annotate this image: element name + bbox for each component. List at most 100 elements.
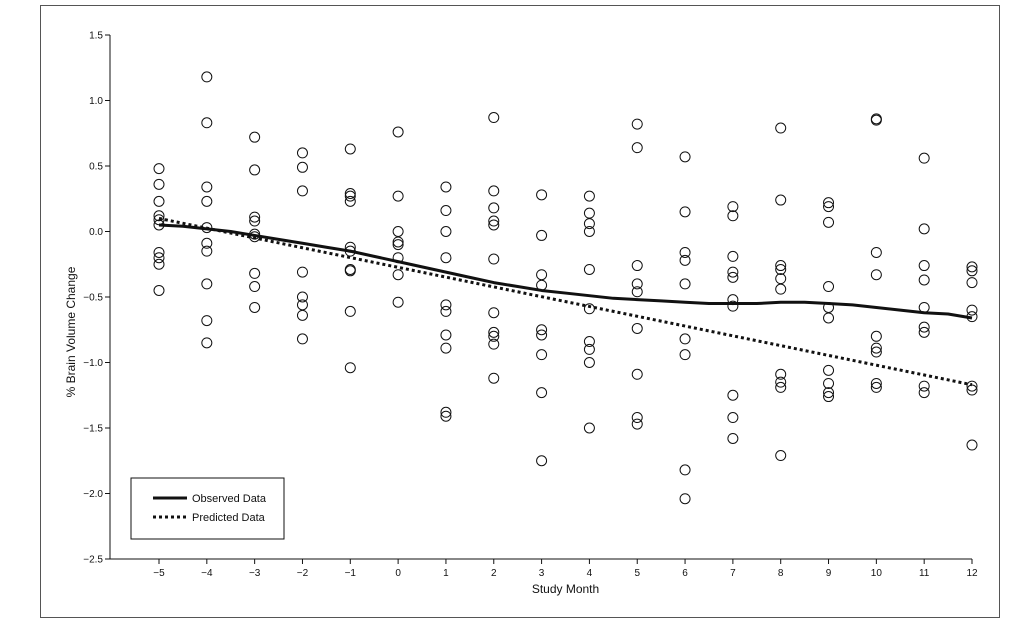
data-point bbox=[344, 188, 356, 200]
x-tick-label: 11 bbox=[919, 568, 930, 579]
data-point bbox=[249, 215, 261, 227]
data-point bbox=[296, 147, 308, 159]
x-tick-label: −3 bbox=[249, 568, 261, 579]
data-point bbox=[583, 263, 595, 275]
y-tick-label: −1.5 bbox=[83, 424, 103, 435]
data-point bbox=[775, 122, 787, 134]
data-point bbox=[918, 260, 930, 272]
data-point bbox=[153, 214, 165, 226]
data-point bbox=[775, 368, 787, 380]
data-point bbox=[583, 422, 595, 434]
data-point bbox=[775, 263, 787, 275]
x-tick-label: 7 bbox=[730, 568, 736, 579]
x-tick-label: 4 bbox=[587, 568, 593, 579]
data-point bbox=[392, 296, 404, 308]
data-point bbox=[775, 450, 787, 462]
data-point bbox=[536, 269, 548, 281]
data-point bbox=[440, 299, 452, 311]
x-tick-label: −1 bbox=[345, 568, 357, 579]
data-point bbox=[153, 195, 165, 207]
data-point bbox=[727, 412, 739, 424]
data-point bbox=[918, 152, 930, 164]
data-point bbox=[583, 218, 595, 230]
data-point bbox=[201, 117, 213, 129]
data-point bbox=[488, 330, 500, 342]
y-tick-label: 0.0 bbox=[89, 227, 103, 238]
data-point bbox=[153, 284, 165, 296]
data-point bbox=[679, 333, 691, 345]
data-point bbox=[679, 493, 691, 505]
x-tick-label: 3 bbox=[539, 568, 545, 579]
data-point bbox=[583, 343, 595, 355]
data-point bbox=[440, 329, 452, 341]
legend: Observed Data Predicted Data bbox=[130, 477, 285, 540]
data-point bbox=[727, 201, 739, 213]
data-point bbox=[201, 71, 213, 83]
data-point bbox=[249, 131, 261, 143]
x-axis-title: Study Month bbox=[532, 582, 599, 596]
data-point bbox=[536, 324, 548, 336]
data-point bbox=[966, 384, 978, 396]
data-point bbox=[488, 307, 500, 319]
data-point bbox=[918, 326, 930, 338]
y-tick-label: 1.5 bbox=[89, 31, 103, 42]
data-point bbox=[153, 163, 165, 175]
y-tick-label: −1.0 bbox=[83, 358, 103, 369]
data-point bbox=[679, 254, 691, 266]
x-tick-label: 5 bbox=[634, 568, 640, 579]
x-tick-label: −4 bbox=[201, 568, 213, 579]
data-point bbox=[775, 273, 787, 285]
y-axis-ticks: 1.5 1.0 0.5 0.0 −0.5 −1.0 −1.5 −2.0 −2.5 bbox=[83, 31, 110, 566]
y-tick-label: −2.5 bbox=[83, 555, 103, 566]
data-point bbox=[870, 114, 882, 126]
data-point bbox=[918, 321, 930, 333]
y-tick-label: 0.5 bbox=[89, 162, 103, 173]
data-point bbox=[488, 326, 500, 338]
data-point bbox=[488, 112, 500, 124]
data-point bbox=[679, 151, 691, 163]
data-point bbox=[631, 368, 643, 380]
data-point bbox=[201, 315, 213, 327]
data-point bbox=[966, 439, 978, 451]
data-point bbox=[727, 250, 739, 262]
data-point bbox=[296, 309, 308, 321]
legend-box bbox=[130, 477, 285, 540]
data-point bbox=[488, 338, 500, 350]
data-point bbox=[488, 185, 500, 197]
data-point bbox=[201, 337, 213, 349]
y-tick-label: −2.0 bbox=[83, 489, 103, 500]
data-point bbox=[488, 372, 500, 384]
data-point bbox=[201, 278, 213, 290]
predicted-data-line bbox=[158, 216, 973, 387]
data-point bbox=[488, 215, 500, 227]
data-point bbox=[440, 406, 452, 418]
data-point bbox=[440, 305, 452, 317]
data-point bbox=[823, 364, 835, 376]
data-point bbox=[153, 258, 165, 270]
data-point bbox=[392, 190, 404, 202]
data-point bbox=[488, 219, 500, 231]
x-axis-ticks: −5 −4 −3 −2 −1 0 1 2 3 4 5 6 7 8 9 10 11 12 bbox=[153, 559, 978, 579]
data-point bbox=[966, 265, 978, 277]
data-point bbox=[870, 381, 882, 393]
data-point bbox=[631, 260, 643, 272]
data-point bbox=[488, 253, 500, 265]
data-point bbox=[727, 432, 739, 444]
data-point bbox=[536, 189, 548, 201]
data-point bbox=[536, 455, 548, 467]
data-point bbox=[918, 380, 930, 392]
data-point bbox=[679, 464, 691, 476]
data-point bbox=[679, 278, 691, 290]
data-point bbox=[536, 329, 548, 341]
data-point bbox=[679, 349, 691, 361]
data-point bbox=[392, 269, 404, 281]
data-point bbox=[583, 336, 595, 348]
data-point bbox=[153, 246, 165, 258]
data-point bbox=[727, 300, 739, 312]
data-point bbox=[249, 211, 261, 223]
data-point bbox=[296, 291, 308, 303]
data-point bbox=[631, 142, 643, 154]
x-tick-label: 10 bbox=[871, 568, 883, 579]
data-point bbox=[823, 216, 835, 228]
data-point bbox=[775, 260, 787, 272]
